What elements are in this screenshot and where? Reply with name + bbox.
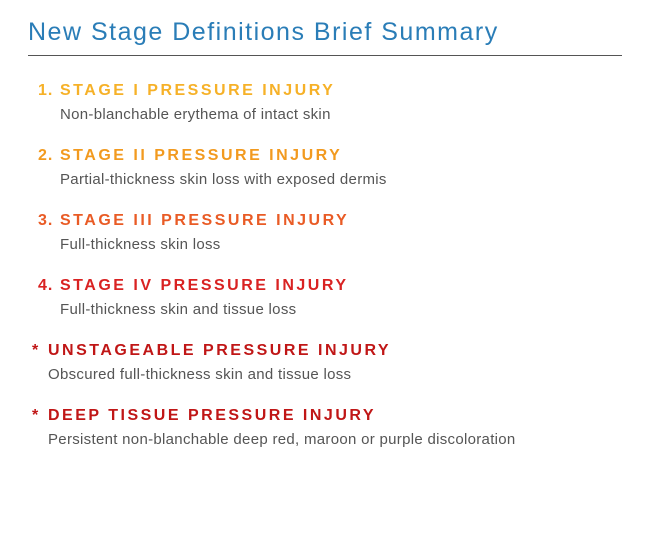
stage-item: *DEEP TISSUE PRESSURE INJURYPersistent n… [38,407,622,448]
stage-item: 2.STAGE II PRESSURE INJURY Partial-thickn… [38,147,622,188]
stage-description: Obscured full-thickness skin and tissue … [48,366,622,383]
stage-marker: 4. [38,277,60,295]
stage-item-head: 1.STAGE I PRESSURE INJURY [38,82,622,100]
stage-title: STAGE III PRESSURE INJURY [60,212,349,230]
stage-item-head: 2.STAGE II PRESSURE INJURY [38,147,622,165]
stage-description: Full-thickness skin loss [60,236,622,253]
page-title: New Stage Definitions Brief Summary [28,18,622,47]
stage-item-head: *UNSTAGEABLE PRESSURE INJURY [32,342,622,360]
stage-title: STAGE I PRESSURE INJURY [60,82,335,100]
stage-list: 1.STAGE I PRESSURE INJURY Non-blanchable … [28,82,622,448]
stage-item: 3.STAGE III PRESSURE INJURY Full-thicknes… [38,212,622,253]
stage-title: UNSTAGEABLE PRESSURE INJURY [48,342,391,360]
stage-marker: * [32,407,48,425]
stage-item-head: 4.STAGE IV PRESSURE INJURY [38,277,622,295]
stage-marker: 3. [38,212,60,230]
stage-item: 1.STAGE I PRESSURE INJURY Non-blanchable … [38,82,622,123]
stage-marker: 1. [38,82,60,100]
stage-description: Full-thickness skin and tissue loss [60,301,622,318]
stage-description: Persistent non-blanchable deep red, maro… [48,431,622,448]
stage-item: *UNSTAGEABLE PRESSURE INJURYObscured ful… [38,342,622,383]
stage-marker: * [32,342,48,360]
divider [28,55,622,56]
stage-description: Partial-thickness skin loss with exposed… [60,171,622,188]
stage-description: Non-blanchable erythema of intact skin [60,106,622,123]
stage-item-head: *DEEP TISSUE PRESSURE INJURY [32,407,622,425]
stage-item: 4.STAGE IV PRESSURE INJURY Full-thickness… [38,277,622,318]
stage-item-head: 3.STAGE III PRESSURE INJURY [38,212,622,230]
stage-title: DEEP TISSUE PRESSURE INJURY [48,407,376,425]
stage-marker: 2. [38,147,60,165]
stage-title: STAGE II PRESSURE INJURY [60,147,342,165]
stage-title: STAGE IV PRESSURE INJURY [60,277,349,295]
